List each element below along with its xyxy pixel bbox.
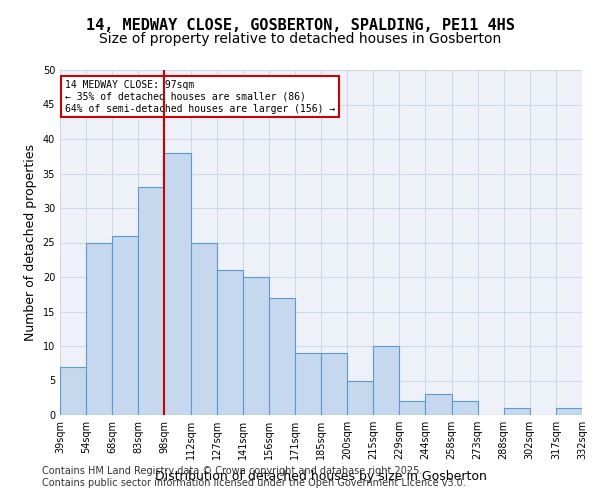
Bar [504,408,530,415]
X-axis label: Distribution of detached houses by size in Gosberton: Distribution of detached houses by size … [155,470,487,484]
Text: Size of property relative to detached houses in Gosberton: Size of property relative to detached ho… [99,32,501,46]
Bar [164,153,191,415]
Y-axis label: Number of detached properties: Number of detached properties [24,144,37,341]
Bar [269,298,295,415]
Text: 14 MEDWAY CLOSE: 97sqm
← 35% of detached houses are smaller (86)
64% of semi-det: 14 MEDWAY CLOSE: 97sqm ← 35% of detached… [65,80,335,114]
Text: 14, MEDWAY CLOSE, GOSBERTON, SPALDING, PE11 4HS: 14, MEDWAY CLOSE, GOSBERTON, SPALDING, P… [86,18,514,32]
Text: Contains HM Land Registry data © Crown copyright and database right 2025.
Contai: Contains HM Land Registry data © Crown c… [42,466,466,487]
Bar [139,188,164,415]
Bar [60,366,86,415]
Bar [86,242,112,415]
Bar [112,236,139,415]
Bar [191,242,217,415]
Bar [347,380,373,415]
Bar [242,277,269,415]
Bar [321,353,347,415]
Bar [425,394,452,415]
Bar [556,408,582,415]
Bar [295,353,321,415]
Bar [400,401,425,415]
Bar [452,401,478,415]
Bar [373,346,400,415]
Bar [217,270,243,415]
